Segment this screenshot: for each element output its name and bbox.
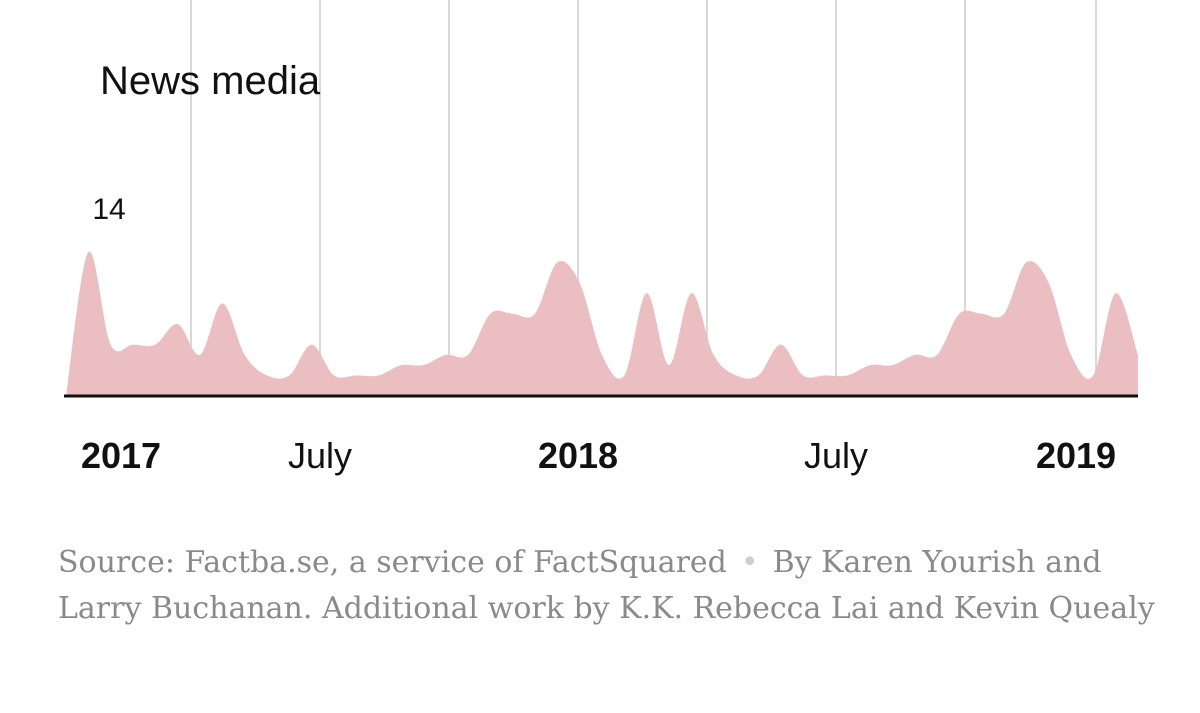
chart-title: News media <box>100 59 321 103</box>
peak-label: 14 <box>92 193 125 226</box>
source-note: Source: Factba.se, a service of FactSqua… <box>58 540 1168 632</box>
source-text: Source: Factba.se, a service of FactSqua… <box>58 545 727 580</box>
grid-lines <box>190 0 1097 396</box>
area-series <box>66 251 1138 396</box>
x-tick-label: July <box>288 435 352 476</box>
x-tick-label: 2019 <box>1036 435 1116 476</box>
separator-dot: • <box>740 545 759 580</box>
credit-text: By Karen Yourish and Larry Buchanan. Add… <box>58 545 1155 626</box>
x-tick-label: 2018 <box>538 435 618 476</box>
x-axis-ticks: 2017 July 2018 July 2019 <box>81 435 1116 476</box>
x-tick-label: 2017 <box>81 435 161 476</box>
x-tick-label: July <box>804 435 868 476</box>
